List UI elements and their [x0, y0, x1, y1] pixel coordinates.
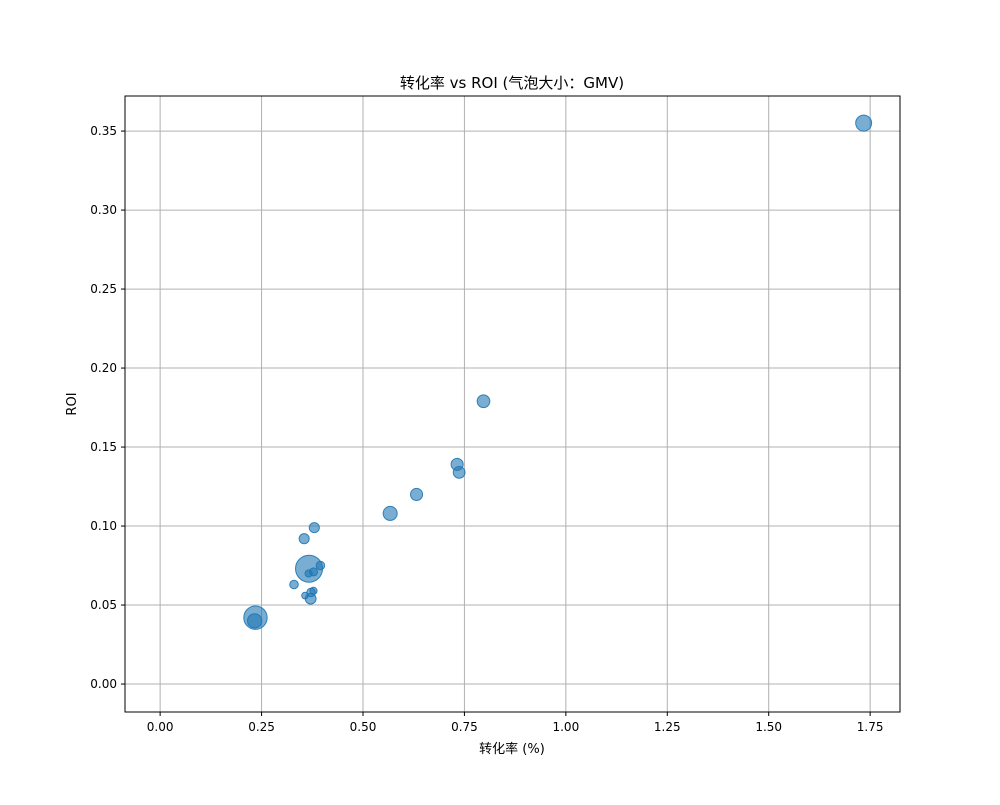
x-tick-label: 1.00 [552, 720, 579, 734]
data-point [855, 114, 873, 132]
y-tick-label: 0.20 [90, 361, 117, 375]
data-points [243, 114, 873, 630]
x-tick-label: 1.75 [857, 720, 884, 734]
y-tick-label: 0.00 [90, 677, 117, 691]
y-axis-title: ROI [65, 392, 80, 415]
y-tick-label: 0.10 [90, 519, 117, 533]
x-tick-label: 0.50 [350, 720, 377, 734]
data-point [410, 487, 424, 501]
data-point [308, 522, 320, 534]
x-axis-title: 转化率 (%) [479, 741, 545, 757]
plot-area-background [125, 96, 900, 712]
data-point [304, 569, 313, 578]
x-axis-ticks: 0.00 0.25 0.50 0.75 1.00 1.25 1.50 1.75 [147, 712, 884, 734]
x-tick-label: 0.75 [451, 720, 478, 734]
chart-title: 转化率 vs ROI (气泡大小：GMV) [400, 74, 624, 92]
plot-area-frame [124, 95, 901, 713]
data-point [247, 613, 263, 629]
x-tick-label: 1.25 [654, 720, 681, 734]
data-point [476, 394, 491, 409]
y-tick-label: 0.15 [90, 440, 117, 454]
x-tick-label: 0.25 [248, 720, 275, 734]
y-tick-label: 0.35 [90, 124, 117, 138]
y-axis-ticks: 0.00 0.05 0.10 0.15 0.20 0.25 0.30 0.35 [90, 124, 125, 691]
x-tick-label: 1.50 [755, 720, 782, 734]
data-point [452, 465, 466, 479]
x-tick-label: 0.00 [147, 720, 174, 734]
y-tick-label: 0.30 [90, 203, 117, 217]
grid [125, 96, 900, 712]
data-point [304, 592, 317, 605]
y-tick-label: 0.25 [90, 282, 117, 296]
y-tick-label: 0.05 [90, 598, 117, 612]
data-point [382, 505, 398, 521]
data-point [298, 533, 310, 545]
data-point [289, 579, 299, 590]
data-point [295, 554, 324, 583]
